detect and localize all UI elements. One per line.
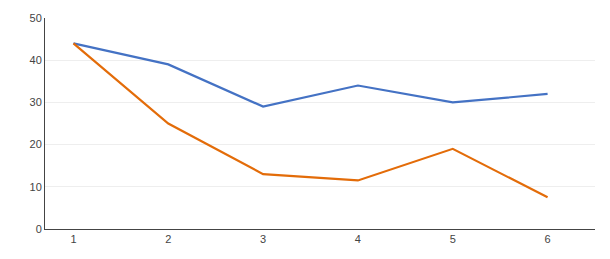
svg-text:6: 6 bbox=[545, 233, 551, 245]
svg-text:30: 30 bbox=[30, 96, 42, 108]
svg-text:4: 4 bbox=[355, 233, 361, 245]
svg-text:2: 2 bbox=[165, 233, 171, 245]
svg-text:0: 0 bbox=[36, 223, 42, 235]
svg-text:50: 50 bbox=[30, 12, 42, 24]
svg-text:40: 40 bbox=[30, 54, 42, 66]
svg-text:1: 1 bbox=[70, 233, 76, 245]
svg-text:10: 10 bbox=[30, 181, 42, 193]
svg-text:3: 3 bbox=[260, 233, 266, 245]
svg-text:20: 20 bbox=[30, 138, 42, 150]
svg-text:5: 5 bbox=[450, 233, 456, 245]
